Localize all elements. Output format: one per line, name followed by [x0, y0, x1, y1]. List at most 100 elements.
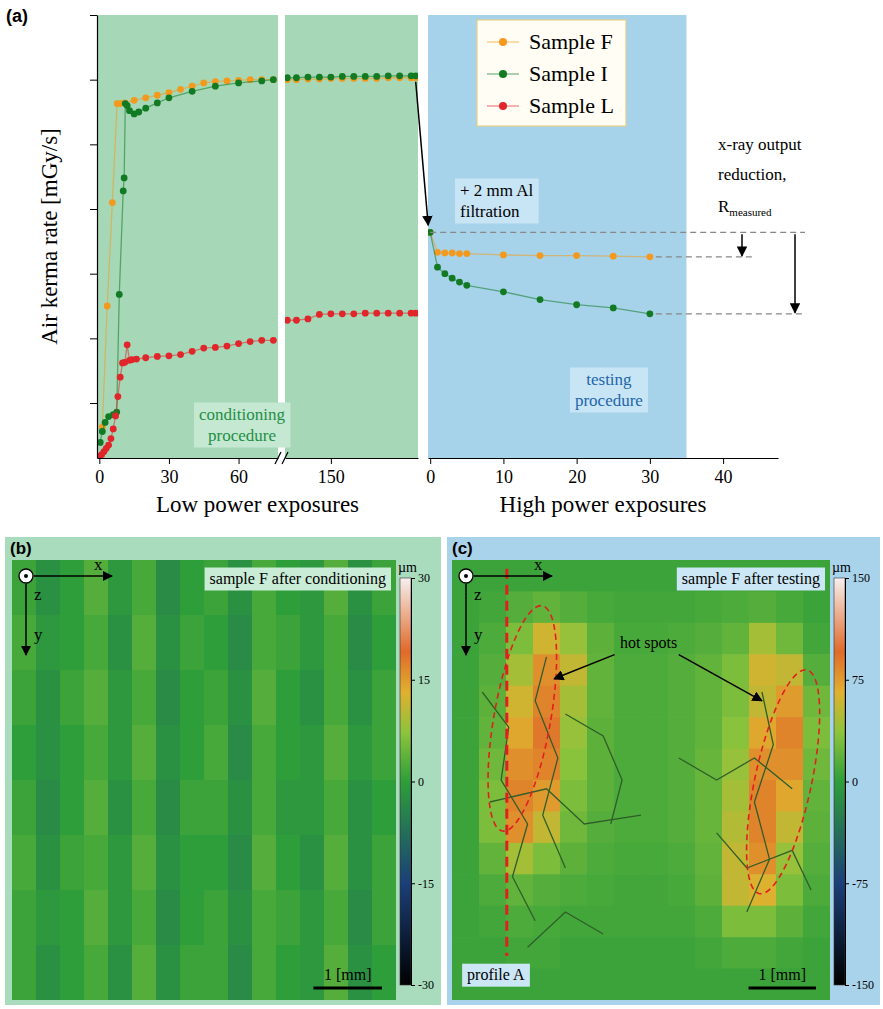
map-cell	[533, 811, 561, 843]
map-cell	[803, 874, 830, 906]
map-title: sample F after conditioning	[210, 570, 386, 588]
axis-label: y	[474, 625, 483, 644]
text-line: filtration	[460, 202, 520, 221]
map-cell	[479, 749, 507, 781]
map-cell	[533, 937, 561, 969]
procedure-band	[428, 15, 686, 458]
map-cell	[668, 686, 696, 718]
map-cell	[108, 890, 133, 946]
tick: 75	[845, 673, 864, 687]
tick	[90, 274, 97, 275]
map-cell	[479, 654, 507, 686]
map-cell	[668, 717, 696, 749]
legend-label: Sample L	[529, 93, 614, 118]
tick: 20	[568, 458, 586, 487]
map-cell	[614, 906, 642, 938]
map-cell	[300, 615, 325, 671]
data-point	[537, 252, 544, 259]
map-cell	[668, 906, 696, 938]
map-cell	[641, 560, 669, 592]
map-cell	[749, 843, 777, 875]
map-cell	[695, 654, 723, 686]
data-point	[142, 94, 149, 101]
label-box	[205, 568, 391, 591]
data-point	[412, 72, 418, 79]
map-cell	[722, 780, 750, 812]
axis-line	[429, 458, 779, 459]
map-cell	[300, 780, 325, 836]
map-cell	[156, 890, 181, 946]
map-cell	[587, 843, 615, 875]
map-cell	[132, 670, 157, 726]
map-cell	[776, 937, 804, 969]
map-cell	[372, 890, 396, 946]
data-point	[109, 199, 116, 206]
data-point	[200, 80, 207, 87]
map-cell	[36, 945, 61, 1000]
map-cell	[180, 725, 205, 781]
map-title: sample F after testing	[682, 570, 820, 588]
tick-label: -75	[852, 877, 868, 891]
tick-label: 75	[852, 673, 864, 687]
panel-background	[447, 537, 880, 1005]
map-cell	[722, 874, 750, 906]
data-point	[285, 74, 291, 81]
data-point	[131, 97, 138, 104]
crack	[528, 912, 604, 947]
data-point	[247, 338, 254, 345]
map-cell	[479, 591, 507, 623]
map-cell	[204, 725, 229, 781]
map-cell	[180, 835, 205, 891]
map-cell	[12, 835, 37, 891]
scale-bar-label: 1 [mm]	[324, 966, 372, 983]
y-axis-title: Air kerma rate [mGy/s]	[37, 128, 62, 345]
map-cell	[641, 780, 669, 812]
map-cell	[560, 937, 588, 969]
data-point	[177, 351, 184, 358]
map-cell	[12, 725, 37, 781]
map-cell	[587, 874, 615, 906]
data-point	[646, 253, 653, 260]
colorbar-label: µm	[398, 560, 417, 575]
data-point	[316, 311, 323, 318]
y-axis	[90, 16, 98, 459]
map-cell	[803, 937, 830, 969]
map-cell	[12, 670, 37, 726]
map-cell	[180, 945, 205, 1000]
map-cell	[749, 906, 777, 938]
legend-swatch	[499, 38, 507, 46]
map-cell	[668, 874, 696, 906]
tick: 10	[495, 458, 513, 487]
map-cell	[776, 811, 804, 843]
map-cell	[204, 835, 229, 891]
map-cell	[641, 717, 669, 749]
data-point	[293, 317, 300, 324]
map-cell	[641, 843, 669, 875]
map-cells	[12, 560, 396, 1000]
map-cell	[452, 749, 480, 781]
map-cell	[348, 615, 373, 671]
map-cell	[695, 969, 723, 1000]
crack	[535, 657, 565, 868]
map-cell	[587, 623, 615, 655]
tick-label: 10	[495, 467, 513, 487]
map-cell	[614, 969, 642, 1000]
map-cell	[614, 654, 642, 686]
data-point	[434, 264, 441, 271]
tick: 30	[641, 458, 659, 487]
data-point	[270, 76, 277, 83]
map-cell	[695, 780, 723, 812]
map-cell	[803, 906, 830, 938]
map-cell	[722, 937, 750, 969]
tick-mark	[845, 883, 849, 884]
map-cell	[506, 591, 534, 623]
data-point	[573, 301, 580, 308]
hot-spots-label: hot spots	[620, 634, 677, 652]
map-cell	[348, 725, 373, 781]
legend: Sample FSample ISample L	[477, 20, 626, 126]
axis-label: z	[34, 585, 42, 604]
map-cell	[372, 945, 396, 1000]
map-cell	[252, 780, 277, 836]
band-label-group: conditioningprocedure	[194, 403, 290, 448]
procedure-band	[285, 15, 418, 458]
